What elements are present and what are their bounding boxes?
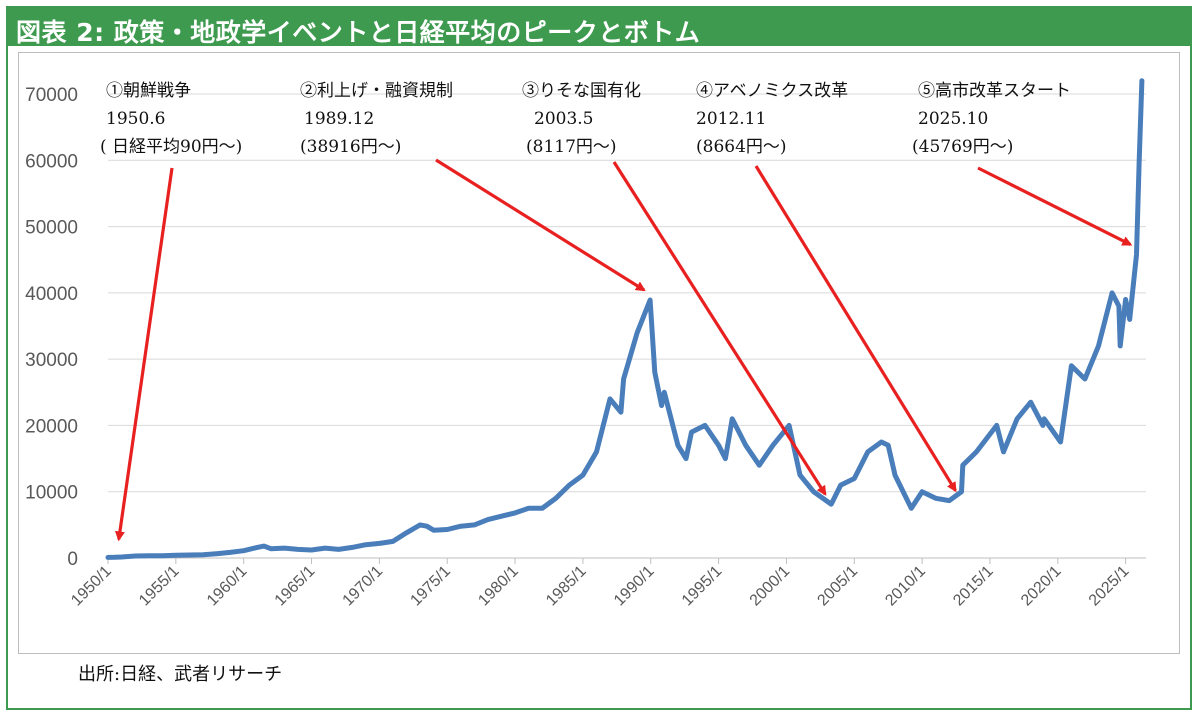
- y-tick-label: 20000: [25, 416, 78, 437]
- axes: 0 10000 20000 30000 40000 50000 60000 70000 1950…: [25, 85, 1146, 609]
- x-tick-label: 2005/1: [814, 563, 861, 610]
- annotation-text: 2003.5: [534, 109, 593, 129]
- annotation-text: ④アベノミクス改革: [696, 81, 848, 101]
- annotation-text: (45769円～): [912, 137, 1013, 157]
- figure-title: 図表 2: 政策・地政学イベントと日経平均のピークとボトム: [16, 18, 701, 47]
- grid-lines: [108, 93, 1146, 493]
- x-tick-label: 1955/1: [136, 563, 183, 610]
- y-tick-label: 70000: [25, 85, 78, 106]
- annotation-text: 1989.12: [304, 109, 374, 129]
- x-tick-label: 1990/1: [611, 563, 658, 610]
- annotation-arrow: [612, 161, 827, 496]
- series-layer: [105, 78, 1145, 560]
- x-tick-label: 2015/1: [950, 563, 997, 610]
- y-tick-label: 40000: [25, 284, 78, 305]
- x-tick-label: 1965/1: [272, 563, 319, 610]
- annotation-1: ①朝鮮戦争 1950.6 ( 日経平均90円～): [100, 81, 242, 542]
- nikkei-series-line: [105, 78, 1145, 560]
- annotation-5: ⑤高市改革スタート 2025.10 (45769円～): [912, 81, 1133, 247]
- annotation-arrow: [977, 166, 1133, 247]
- x-tick-label: 1970/1: [340, 563, 387, 610]
- x-tick-label: 1960/1: [204, 563, 251, 610]
- annotation-text: 2025.10: [918, 109, 988, 129]
- x-tick-label: 1980/1: [475, 563, 522, 610]
- figure-frame: 図表 2: 政策・地政学イベントと日経平均のピークとボトム: [6, 6, 1192, 710]
- title-bar: 図表 2: 政策・地政学イベントと日経平均のピークとボトム: [8, 8, 1190, 47]
- annotation-3: ③りそな国有化 2003.5 (8117円～): [522, 81, 827, 496]
- annotation-4: ④アベノミクス改革 2012.11 (8664円～): [696, 81, 957, 493]
- x-tick-label: 1985/1: [543, 563, 590, 610]
- source-note: 出所:日経、武者リサーチ: [78, 664, 283, 685]
- x-tick-label: 2010/1: [882, 563, 929, 610]
- annotation-text: ⑤高市改革スタート: [918, 81, 1071, 101]
- annotation-text: 1950.6: [106, 109, 165, 129]
- y-tick-label: 10000: [25, 483, 78, 504]
- annotations-layer: ①朝鮮戦争 1950.6 ( 日経平均90円～) ②利上げ・融資規制 1989.12 (3…: [100, 81, 1133, 542]
- annotation-text: ( 日経平均90円～): [100, 137, 242, 157]
- annotation-text: ①朝鮮戦争: [106, 81, 191, 101]
- y-tick-label: 60000: [25, 151, 78, 172]
- x-tick-label: 2020/1: [1018, 563, 1065, 610]
- annotation-text: ③りそな国有化: [522, 81, 641, 101]
- y-tick-label: 50000: [25, 218, 78, 239]
- x-tick-label: 1975/1: [407, 563, 454, 610]
- x-tick-label: 1995/1: [679, 563, 726, 610]
- x-tick-label: 2025/1: [1086, 563, 1133, 610]
- y-tick-label: 30000: [25, 350, 78, 371]
- annotation-text: ②利上げ・融資規制: [300, 81, 453, 101]
- plot-area-border: [18, 52, 1180, 654]
- annotation-text: (8664円～): [696, 137, 787, 157]
- y-tick-label: 0: [67, 549, 78, 570]
- annotation-arrow: [754, 165, 957, 493]
- annotation-text: (8117円～): [526, 137, 617, 157]
- annotation-arrow: [114, 167, 174, 542]
- annotation-text: (38916円～): [300, 137, 401, 157]
- annotation-text: 2012.11: [696, 109, 766, 129]
- x-tick-label: 2000/1: [747, 563, 794, 610]
- annotation-2: ②利上げ・融資規制 1989.12 (38916円～): [300, 81, 646, 292]
- annotation-arrow: [435, 158, 646, 292]
